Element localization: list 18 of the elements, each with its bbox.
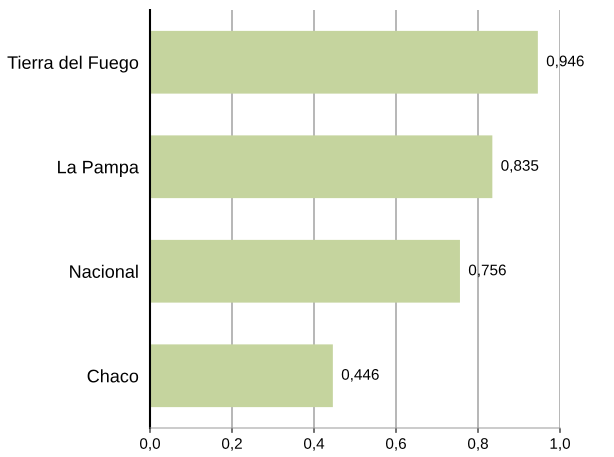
bar <box>150 135 492 198</box>
y-tick-label: Nacional <box>70 264 138 278</box>
x-tick-label: 1,0 <box>550 438 570 451</box>
data-label: 0,446 <box>342 369 379 382</box>
data-label: 0,756 <box>468 264 506 278</box>
x-tick-label: 0,0 <box>140 438 160 451</box>
x-tick-label: 0,8 <box>468 438 488 451</box>
bar <box>150 344 333 408</box>
y-tick-label: La Pampa <box>58 160 139 178</box>
x-tick-label: 0,6 <box>386 438 406 451</box>
bar <box>150 30 538 94</box>
y-tick-label: Chaco <box>88 369 138 382</box>
y-tick-label: Tierra del Fuego <box>8 56 138 73</box>
x-tick-label: 0,4 <box>304 438 324 451</box>
x-tick-label: 0,2 <box>222 438 242 451</box>
data-label: 0,835 <box>501 160 538 173</box>
bar <box>150 240 460 303</box>
data-label: 0,946 <box>546 56 584 68</box>
